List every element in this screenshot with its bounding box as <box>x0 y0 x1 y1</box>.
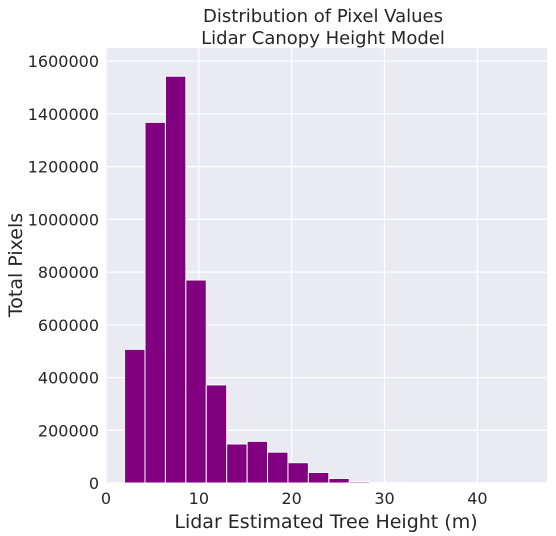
histogram-bar <box>205 384 228 484</box>
histogram-bar <box>185 279 207 484</box>
x-tick-label: 40 <box>467 489 487 508</box>
x-tick-label: 10 <box>189 489 209 508</box>
histogram-bar <box>267 451 289 484</box>
histogram-bar <box>328 478 350 484</box>
y-axis-ticks: 0 200000 400000 600000 800000 1000000 1200000 1… <box>28 52 99 493</box>
y-tick-label: 1600000 <box>28 52 99 71</box>
y-tick-label: 0 <box>89 474 99 493</box>
x-axis-ticks: 0 10 20 30 40 <box>101 489 488 508</box>
chart-title-line2: Lidar Canopy Height Model <box>201 28 445 49</box>
y-tick-label: 400000 <box>38 369 99 388</box>
y-axis-label: Total Pixels <box>5 213 27 318</box>
x-tick-label: 30 <box>374 489 394 508</box>
x-axis-label: Lidar Estimated Tree Height (m) <box>174 511 477 533</box>
histogram-bar <box>348 481 371 484</box>
chart-title-line1: Distribution of Pixel Values <box>203 6 443 27</box>
y-tick-label: 1000000 <box>28 210 99 229</box>
histogram-bar <box>287 462 309 484</box>
y-tick-label: 200000 <box>38 421 99 440</box>
y-tick-label: 800000 <box>38 263 99 282</box>
histogram-bar <box>164 75 187 484</box>
y-tick-label: 1200000 <box>28 158 99 177</box>
histogram-bar <box>124 348 146 484</box>
x-tick-label: 20 <box>282 489 302 508</box>
histogram-bar <box>226 443 248 484</box>
histogram-bars <box>124 75 534 484</box>
histogram-bar <box>246 440 269 484</box>
y-tick-label: 600000 <box>38 316 99 335</box>
x-tick-label: 0 <box>101 489 111 508</box>
histogram-bar <box>307 471 330 484</box>
y-tick-label: 1400000 <box>28 105 99 124</box>
histogram-bar <box>144 121 166 484</box>
